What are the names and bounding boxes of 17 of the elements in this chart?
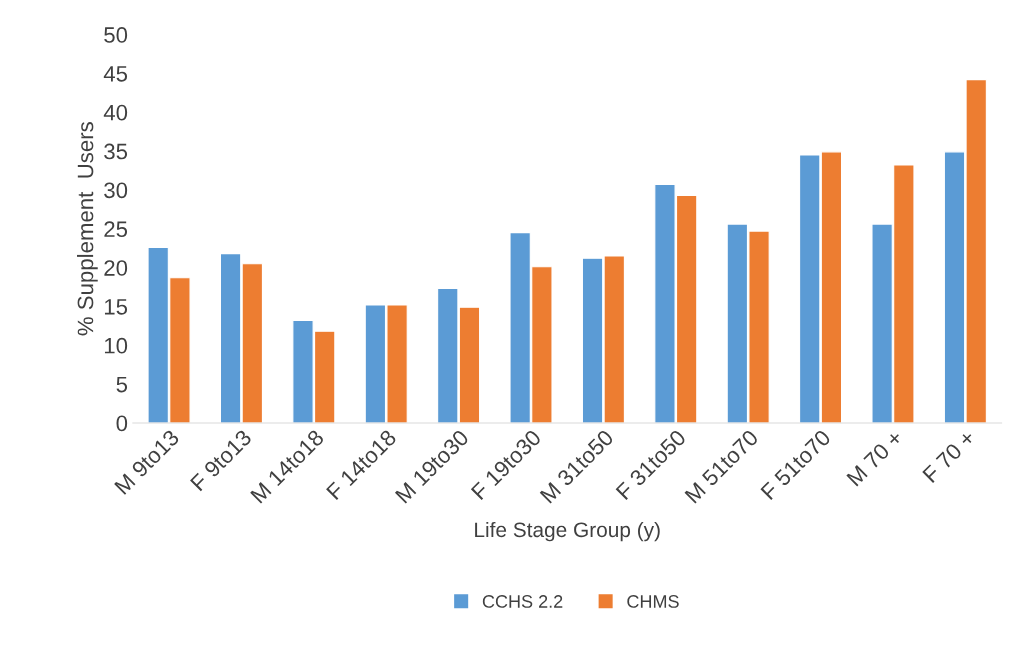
y-tick-label: 40 <box>103 104 128 121</box>
y-tick-label: 20 <box>104 260 128 276</box>
x-tick-label: M 70 + <box>846 429 904 487</box>
y-tick-label: 45 <box>103 66 128 82</box>
y-tick-label: 30 <box>104 182 128 199</box>
y-tick-label: 25 <box>104 221 128 238</box>
y-tick-label: 35 <box>104 143 128 160</box>
x-tick-label: F 70 + <box>922 429 977 484</box>
x-axis-title: Life Stage Group (y) <box>475 521 660 542</box>
legend-label: CCHS 2.2 <box>482 595 563 608</box>
y-tick-label: 5 <box>116 376 128 393</box>
legend-label: CHMS <box>627 595 679 608</box>
y-tick-label: 0 <box>116 415 128 432</box>
y-tick-label: 50 <box>104 27 128 43</box>
y-tick-label: 10 <box>104 337 128 354</box>
y-tick-label: 15 <box>104 299 128 315</box>
y-axis-title: % Supplement Users <box>77 122 98 336</box>
